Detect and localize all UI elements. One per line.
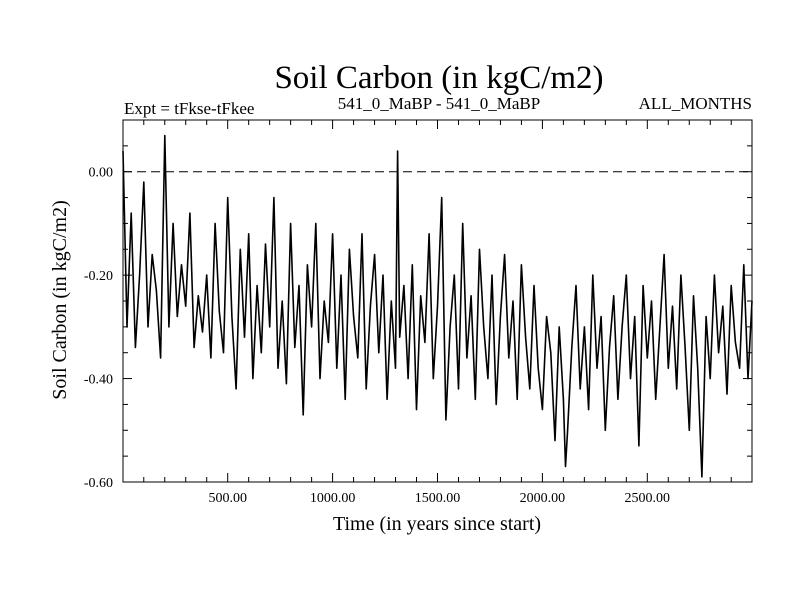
y-tick-label: 0.00 xyxy=(89,166,114,181)
x-tick-label: 2000.00 xyxy=(520,491,566,506)
chart-subtitle-months: ALL_MONTHS xyxy=(639,94,752,113)
x-axis-label: Time (in years since start) xyxy=(333,513,541,535)
chart-subtitle-period: 541_0_MaBP - 541_0_MaBP xyxy=(338,94,540,113)
chart-title: Soil Carbon (in kgC/m2) xyxy=(274,60,603,96)
y-axis-label: Soil Carbon (in kgC/m2) xyxy=(49,200,71,399)
y-tick-label: -0.20 xyxy=(84,269,113,284)
y-tick-label: -0.60 xyxy=(84,476,113,491)
series-line xyxy=(122,134,753,478)
series-group xyxy=(122,134,753,478)
chart-subtitle-experiment: Expt = tFkse-tFkee xyxy=(124,99,254,118)
y-axis-ticks: 0.00 -0.20 -0.40 -0.60 xyxy=(84,119,752,491)
x-axis-ticks: 500.00 1000.00 1500.00 2000.00 2500.00 xyxy=(143,120,732,506)
y-tick-label: -0.40 xyxy=(84,373,113,388)
x-tick-label: 500.00 xyxy=(208,491,247,506)
x-tick-label: 1500.00 xyxy=(415,491,461,506)
x-tick-label: 1000.00 xyxy=(310,491,356,506)
x-tick-label: 2500.00 xyxy=(625,491,671,506)
